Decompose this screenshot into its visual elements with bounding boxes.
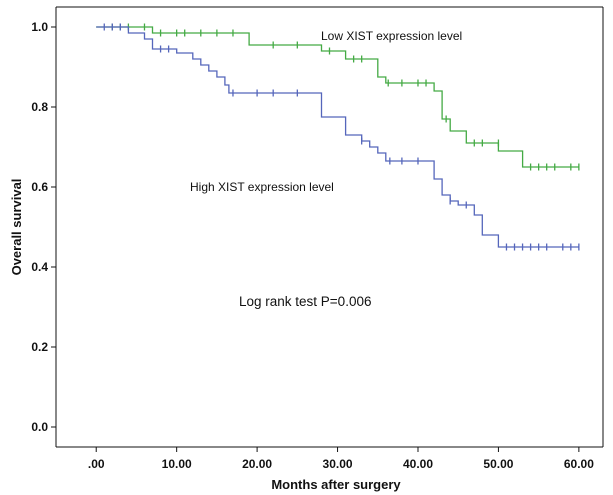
- low-xist-label: Low XIST expression level: [321, 29, 462, 43]
- y-ticks: 0.0 0.2 0.4 0.6 0.8 1.0: [31, 20, 56, 434]
- x-tick-label: 60.00: [564, 457, 594, 471]
- low-xist-survival-curve: [96, 26, 579, 168]
- high-xist-label: High XIST expression level: [190, 180, 334, 194]
- log-rank-label: Log rank test P=0.006: [239, 294, 371, 309]
- x-ticks: .00 10.00 20.00 30.00 40.00 50.00 60.00: [88, 447, 594, 471]
- x-tick-label: 20.00: [242, 457, 272, 471]
- y-tick-label: 0.4: [31, 260, 48, 274]
- high-xist-survival-curve: [96, 26, 579, 248]
- y-tick-label: 0.2: [31, 340, 48, 354]
- y-tick-label: 0.0: [31, 420, 48, 434]
- x-axis-title: Months after surgery: [271, 477, 401, 492]
- x-tick-label: .00: [88, 457, 105, 471]
- y-tick-label: 0.8: [31, 100, 48, 114]
- y-tick-label: 0.6: [31, 180, 48, 194]
- x-tick-label: 40.00: [403, 457, 433, 471]
- series-layer: [96, 23, 580, 251]
- axes: [55, 6, 604, 448]
- y-tick-label: 1.0: [31, 20, 48, 34]
- x-tick-label: 50.00: [483, 457, 513, 471]
- x-tick-label: 30.00: [323, 457, 353, 471]
- y-axis-title: Overall survival: [9, 179, 24, 276]
- x-tick-label: 10.00: [162, 457, 192, 471]
